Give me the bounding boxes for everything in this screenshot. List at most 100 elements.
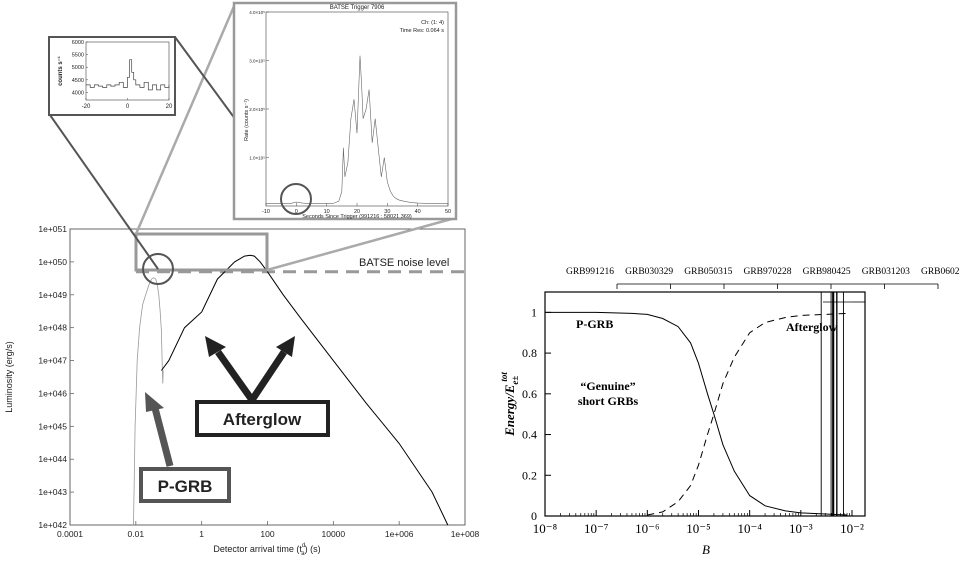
batse-x-tick-label: -10: [262, 209, 270, 215]
lum-y-tick-label: 1e+047: [38, 356, 67, 366]
batse-x-tick-label: 30: [384, 209, 390, 215]
batse-y-tick-label: 4.0×10⁵: [249, 10, 265, 15]
energy-y-tick-label: 0.2: [522, 468, 537, 482]
batse-lightcurve-line: [266, 55, 448, 204]
batse-timeres-note: Time Res: 0.064 s: [400, 28, 445, 34]
grb-marker-label: GRB970228: [743, 267, 791, 277]
energy-axes: 10⁻⁸ 10⁻⁷ 10⁻⁶ 10⁻⁵ 10⁻⁴ 10⁻³ 10⁻² 0 0.2 0.4 0.6 0.…: [522, 305, 864, 536]
batse-x-tick-label: 40: [415, 209, 421, 215]
lum-y-tick-label: 1e+048: [38, 323, 67, 333]
lum-x-tick-label: 10000: [322, 529, 346, 539]
zoom-connectors: [49, 3, 456, 272]
energy-plot-frame: [544, 291, 866, 517]
inset-outer-frame: [48, 36, 176, 116]
lum-xlabel-sup: d: [302, 543, 305, 549]
energy-series-afterglow: [647, 312, 848, 516]
lum-xlabel-main: Detector arrival time (t: [213, 544, 302, 554]
luminosity-series: [133, 254, 449, 526]
batse-title: BATSE Trigger 7906: [330, 5, 385, 11]
zoom-rectangle: [134, 232, 269, 272]
lum-x-tick-label: 1: [199, 529, 204, 539]
lum-xlabel-sub: a: [301, 551, 305, 557]
lum-y-tick-label: 1e+044: [38, 454, 67, 464]
inset-y-tick-label: 6000: [72, 40, 84, 46]
lum-x-tick-label: 0.0001: [57, 529, 83, 539]
energy-y-tick-label: 0.4: [522, 428, 537, 442]
afterglow-label: Afterglow: [223, 410, 302, 429]
energy-y-tick-label: 0.8: [522, 346, 537, 360]
energy-x-label: B: [702, 542, 710, 557]
grb-marker-label: GRB031203: [862, 267, 910, 277]
energy-y-label-main: Energy/E: [502, 384, 517, 437]
inset-y-tick-label: 4000: [72, 90, 84, 96]
energy-x-tick-label: 10⁻³: [789, 521, 813, 536]
inset-y-label: counts s⁻¹: [57, 56, 64, 86]
batse-outer-frame: [232, 1, 458, 221]
pgrb-label: P-GRB: [158, 477, 213, 496]
zoom-inset-chart: -20 0 20 4000 4500 5000 5500 6000 counts s⁻¹: [48, 36, 176, 116]
grb-markers: GRB991216 GRB030329 GRB050315 GRB970228 GRB9…: [566, 267, 960, 516]
luminosity-chart: 1e+042 1e+043 1e+044 1e+045 1e+046 1e+047 1e+0…: [4, 224, 480, 557]
lum-x-tick-label: 1e+006: [385, 529, 414, 539]
grb-marker-label: GRB030329: [625, 267, 673, 277]
inset-axes: -20 0 20 4000 4500 5000 5500 6000: [72, 40, 173, 110]
luminosity-x-axis: 0.0001 0.01 1 100 10000 1e+006 1e+008: [57, 521, 480, 539]
batse-y-tick-label: 1.0×10⁵: [249, 156, 265, 161]
energy-y-tick-label: 0.6: [522, 387, 537, 401]
energy-pgrb-label: P-GRB: [576, 317, 613, 331]
lum-y-tick-label: 1e+043: [38, 487, 67, 497]
lum-series-pgrb: [133, 277, 164, 526]
lum-x-tick-label: 1e+008: [451, 529, 480, 539]
batse-y-label: Rate (counts s⁻¹): [244, 99, 250, 141]
luminosity-y-label: Luminosity (erg/s): [4, 341, 14, 413]
inset-lightcurve-line: [86, 59, 170, 91]
afterglow-arrow-right: [249, 336, 295, 402]
inset-x-tick-label: 20: [166, 104, 173, 110]
batse-x-tick-label: 0: [295, 209, 298, 215]
luminosity-y-axis: 1e+042 1e+043 1e+044 1e+045 1e+046 1e+047 1e+0…: [38, 224, 74, 530]
lum-y-tick-label: 1e+046: [38, 388, 67, 398]
energy-y-label-sub: e±: [510, 376, 520, 385]
batse-axes: -10 0 10 20 30 40 50 1.0×10⁵ 2.0×10⁵ 3.0×10⁵ 4.0×1…: [249, 10, 451, 215]
energy-y-label-sup: tot: [499, 372, 509, 382]
energy-y-tick-label: 0: [531, 509, 537, 523]
batse-channel-note: Ch: (1: 4): [421, 20, 444, 26]
lum-y-tick-label: 1e+051: [38, 224, 67, 234]
zoom-circle-main: [142, 253, 174, 285]
energy-afterglow-label: Afterglow: [786, 320, 838, 334]
lum-y-tick-label: 1e+049: [38, 290, 67, 300]
grb-marker-label: GRB050315: [684, 267, 732, 277]
inset-y-tick-label: 4500: [72, 78, 84, 84]
svg-text:Energy/Ee±tot: Energy/Ee±tot: [499, 372, 520, 437]
batse-x-tick-label: 10: [324, 209, 330, 215]
zoom-circle-batse: [280, 183, 312, 215]
energy-fraction-chart: 10⁻⁸ 10⁻⁷ 10⁻⁶ 10⁻⁵ 10⁻⁴ 10⁻³ 10⁻² 0 0.2 0.4 0.6 0.…: [499, 267, 960, 557]
lum-x-tick-label: 0.01: [128, 529, 145, 539]
pgrb-label-box: P-GRB: [139, 467, 231, 503]
batse-x-label: Seconds Since Trigger (991216 : 58021.36…: [302, 214, 412, 220]
lum-x-tick-label: 100: [260, 529, 274, 539]
pgrb-arrow: [145, 392, 174, 467]
inset-x-tick-label: -20: [82, 104, 91, 110]
batse-lightcurve-chart: BATSE Trigger 7906 Ch: (1: 4) Time Res: …: [232, 1, 458, 221]
afterglow-label-box: Afterglow: [195, 400, 330, 437]
energy-x-tick-label: 10⁻⁸: [533, 521, 558, 536]
lum-y-tick-label: 1e+050: [38, 257, 67, 267]
lum-y-tick-label: 1e+042: [38, 520, 67, 530]
grb-marker-label: GRB991216: [566, 267, 614, 277]
energy-y-tick-label: 1: [531, 305, 537, 319]
energy-y-label: Energy/Ee±tot: [499, 372, 520, 437]
batse-x-tick-label: 20: [354, 209, 360, 215]
batse-y-tick-label: 2.0×10⁵: [249, 107, 265, 112]
lum-series-afterglow: [160, 254, 449, 526]
lum-y-tick-label: 1e+045: [38, 421, 67, 431]
grb-marker-label: GRB980425: [803, 267, 851, 277]
batse-y-tick-label: 3.0×10⁵: [249, 59, 265, 64]
short-grbs-label: short GRBs: [578, 394, 639, 408]
inset-y-tick-label: 5500: [72, 53, 84, 59]
grb-marker-label: GRB060218: [921, 267, 960, 277]
noise-level-label: BATSE noise level: [359, 257, 449, 269]
energy-x-tick-label: 10⁻⁶: [635, 521, 659, 536]
inset-y-tick-label: 5000: [72, 65, 84, 71]
